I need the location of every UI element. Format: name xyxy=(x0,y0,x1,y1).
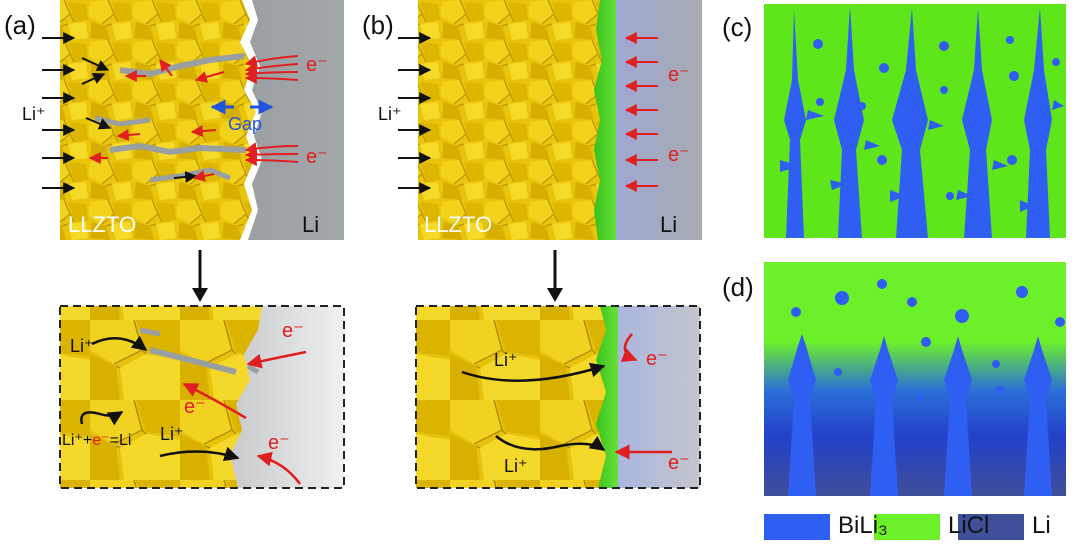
li-label: Li xyxy=(660,212,678,237)
detail-electron-label: e⁻ xyxy=(282,320,304,342)
llzto-region xyxy=(418,0,602,240)
gap-label: Gap xyxy=(228,114,263,134)
panel-d-label: (d) xyxy=(722,272,754,302)
bili3-dendrites xyxy=(788,279,1065,496)
detail-ion-label: Li⁺ xyxy=(494,350,518,370)
electron-label-top: e⁻ xyxy=(306,54,328,76)
li-label: Li xyxy=(302,212,320,237)
legend-swatch-li xyxy=(958,514,1024,540)
detail-electron-label: e⁻ xyxy=(268,432,290,454)
panel-b-detail xyxy=(415,305,701,489)
panel-b-interface xyxy=(418,0,702,240)
legend-swatch-bili3 xyxy=(764,514,830,540)
llzto-label: LLZTO xyxy=(424,212,493,237)
down-arrow-a xyxy=(192,250,208,302)
llzto-label: LLZTO xyxy=(68,212,137,237)
panel-d-dendrites xyxy=(764,262,1066,496)
detail-ion-label: Li⁺ xyxy=(160,424,184,444)
panel-c-label: (c) xyxy=(722,12,753,42)
legend-swatch-licl xyxy=(874,514,940,540)
reaction-suffix: =Li xyxy=(109,432,132,449)
panel-a-ion-arrows xyxy=(42,32,198,194)
bili3-dendrites xyxy=(780,6,1064,238)
reaction-equation: Li⁺+e⁻=Li xyxy=(62,430,131,450)
electron-label-bottom: e⁻ xyxy=(668,144,690,166)
detail-ion-label: Li⁺ xyxy=(504,456,528,476)
panel-a-interface xyxy=(60,0,344,240)
electron-label-top: e⁻ xyxy=(668,64,690,86)
down-arrow-b xyxy=(547,250,563,302)
reaction-prefix: Li⁺+ xyxy=(62,432,93,449)
panel-c-dendrites xyxy=(764,4,1066,238)
panel-a-electron-arrows xyxy=(88,55,299,182)
legend-label-bili3: BiLi₃ xyxy=(838,512,888,539)
li-ion-label: Li⁺ xyxy=(378,104,402,124)
reaction-electron: e⁻ xyxy=(92,432,110,449)
panel-b-label: (b) xyxy=(362,10,394,40)
legend-label-li: Li xyxy=(1032,512,1051,539)
detail-electron-label: e⁻ xyxy=(668,452,690,474)
legend-label-licl: LiCl xyxy=(948,512,990,539)
li-ion-label: Li⁺ xyxy=(22,104,46,124)
panel-a-label: (a) xyxy=(4,10,36,40)
detail-electron-label: e⁻ xyxy=(646,348,668,370)
panel-b-ion-arrows xyxy=(398,32,432,194)
electron-label-bottom: e⁻ xyxy=(306,146,328,168)
detail-electron-label: e⁻ xyxy=(184,396,206,418)
detail-ion-label: Li⁺ xyxy=(70,336,94,356)
panel-b-electron-arrows xyxy=(624,32,658,192)
panel-a-detail xyxy=(59,305,345,489)
